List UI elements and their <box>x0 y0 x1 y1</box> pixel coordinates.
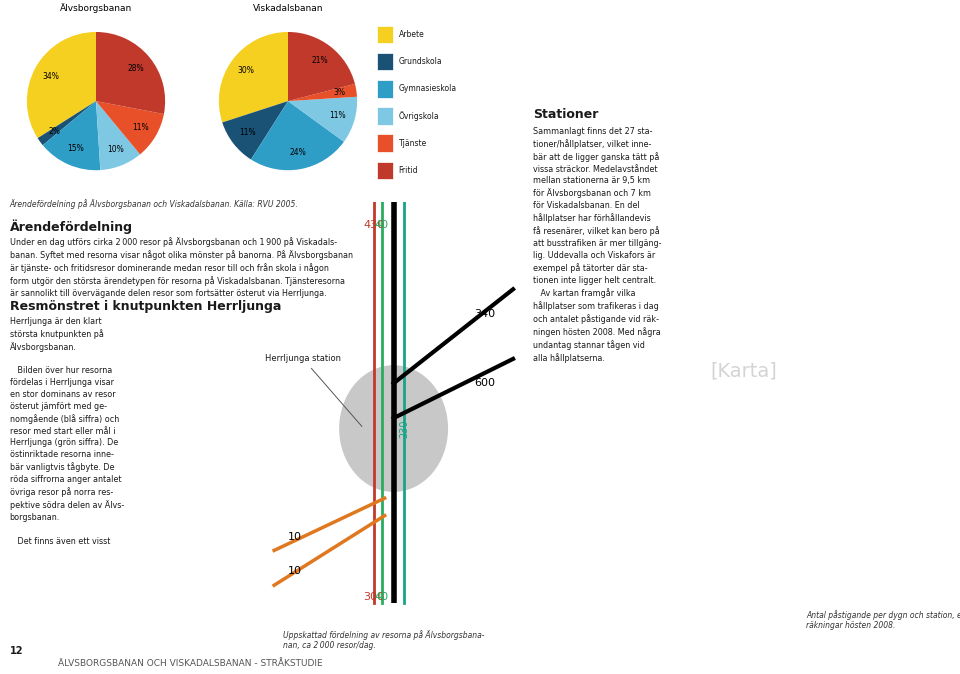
Wedge shape <box>288 97 357 142</box>
Title: Älvsborgsbanan: Älvsborgsbanan <box>60 3 132 13</box>
Text: 10: 10 <box>288 532 302 541</box>
Wedge shape <box>37 101 96 145</box>
Text: Ärendefördelning på Älvsborgsbanan och Viskadalsbanan. Källa: RVU 2005.: Ärendefördelning på Älvsborgsbanan och V… <box>10 199 299 209</box>
FancyBboxPatch shape <box>377 80 394 98</box>
Text: 340: 340 <box>474 309 495 319</box>
Text: Herrljunga station: Herrljunga station <box>265 355 362 427</box>
Text: Sammanlagt finns det 27 sta-
tioner/hållplatser, vilket inne-
bär att de ligger : Sammanlagt finns det 27 sta- tioner/håll… <box>533 127 661 363</box>
Text: Antal påstigande per dygn och station, enligt
räkningar hösten 2008.: Antal påstigande per dygn och station, e… <box>806 610 960 630</box>
Wedge shape <box>288 32 355 101</box>
FancyBboxPatch shape <box>377 107 394 125</box>
Text: 11%: 11% <box>329 111 347 120</box>
Text: Ärendefördelning: Ärendefördelning <box>10 219 132 234</box>
Text: 40: 40 <box>374 592 389 603</box>
Wedge shape <box>96 101 164 154</box>
Wedge shape <box>288 84 357 101</box>
Circle shape <box>340 366 447 491</box>
Text: Under en dag utförs cirka 2 000 resor på Älvsborgsbanan och 1 900 på Viskadals-
: Under en dag utförs cirka 2 000 resor på… <box>10 237 352 298</box>
Text: 2%: 2% <box>48 127 60 136</box>
FancyBboxPatch shape <box>377 26 394 43</box>
Text: 24%: 24% <box>289 148 306 156</box>
Text: 15%: 15% <box>67 144 84 153</box>
Text: ÄLVSBORGSBANAN OCH VISKADALSBANAN - STRÅKSTUDIE: ÄLVSBORGSBANAN OCH VISKADALSBANAN - STRÅ… <box>58 659 323 669</box>
Wedge shape <box>96 32 165 114</box>
Text: Stationer: Stationer <box>533 108 598 121</box>
Text: Grundskola: Grundskola <box>398 57 443 66</box>
Text: 40: 40 <box>374 220 389 230</box>
Wedge shape <box>223 101 288 160</box>
Text: 10%: 10% <box>107 145 124 154</box>
Text: 430: 430 <box>364 220 385 230</box>
Wedge shape <box>27 32 96 138</box>
FancyBboxPatch shape <box>377 134 394 152</box>
Text: [Karta]: [Karta] <box>710 361 778 380</box>
Wedge shape <box>43 101 101 171</box>
Text: Tjänste: Tjänste <box>398 139 427 148</box>
Wedge shape <box>251 101 344 171</box>
Text: 12: 12 <box>10 646 23 656</box>
Wedge shape <box>219 32 288 123</box>
Text: 11%: 11% <box>132 123 149 132</box>
FancyBboxPatch shape <box>377 53 394 70</box>
FancyBboxPatch shape <box>377 162 394 179</box>
Text: 10: 10 <box>288 566 302 576</box>
Text: 21%: 21% <box>311 56 328 65</box>
Text: 300: 300 <box>364 592 385 603</box>
Text: Herrljunga är den klart
största knutpunkten på
Älvsborgsbanan.

   Bilden över h: Herrljunga är den klart största knutpunk… <box>10 317 124 545</box>
Text: Resmönstret i knutpunkten Herrljunga: Resmönstret i knutpunkten Herrljunga <box>10 300 281 313</box>
Text: 230: 230 <box>399 419 409 438</box>
Text: 30%: 30% <box>238 66 254 75</box>
Text: 28%: 28% <box>128 63 144 73</box>
Text: 34%: 34% <box>42 71 59 81</box>
Title: Viskadalsbanan: Viskadalsbanan <box>252 3 324 13</box>
Wedge shape <box>96 101 140 170</box>
Text: Gymnasieskola: Gymnasieskola <box>398 84 457 93</box>
Text: 3%: 3% <box>333 88 346 98</box>
Text: Arbete: Arbete <box>398 30 424 39</box>
Text: 600: 600 <box>474 378 495 388</box>
Text: Fritid: Fritid <box>398 166 419 175</box>
Text: 11%: 11% <box>239 128 255 137</box>
Text: Uppskattad fördelning av resorna på Älvsborgsbana-
nan, ca 2 000 resor/dag.: Uppskattad fördelning av resorna på Älvs… <box>283 630 485 650</box>
Text: Övrigskola: Övrigskola <box>398 111 440 121</box>
